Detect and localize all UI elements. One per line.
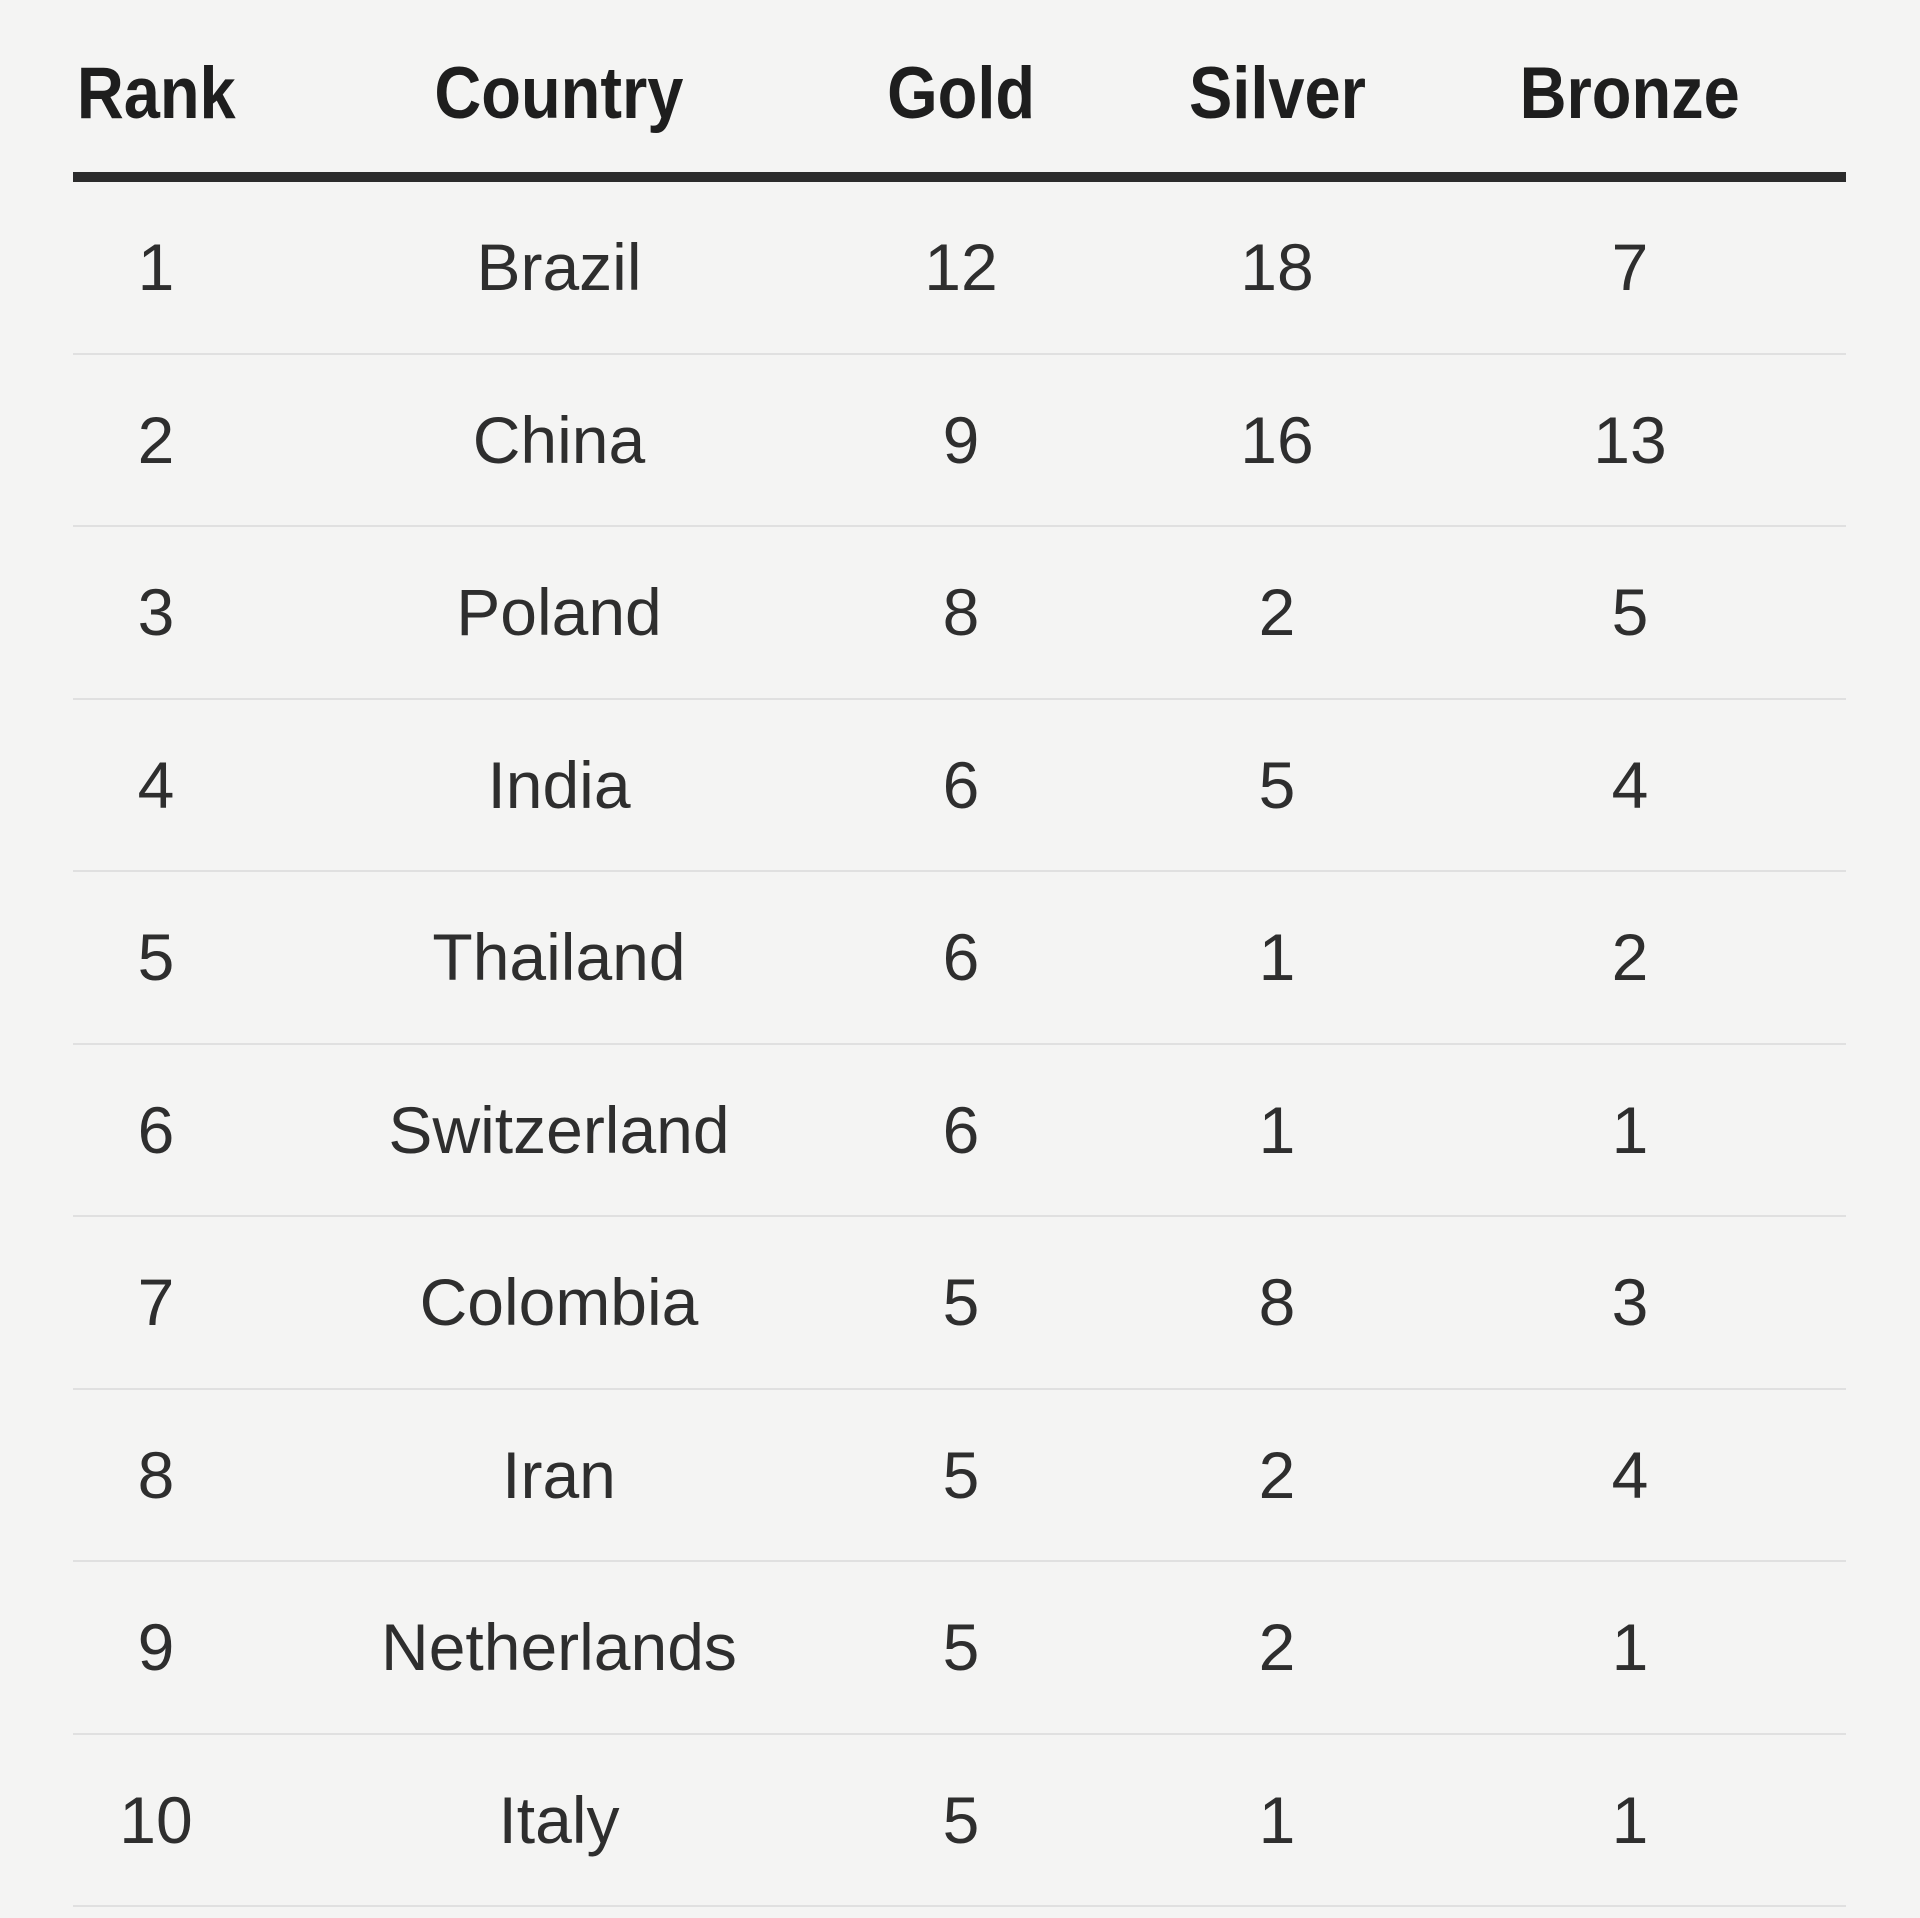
table-row: 4 India 6 5 4 [73, 700, 1846, 872]
cell-bronze: 1 [1611, 1092, 1649, 1167]
cell-rank: 9 [137, 1610, 175, 1685]
table-row: 7 Colombia 5 8 3 [73, 1217, 1846, 1390]
cell-bronze: 1 [1611, 1782, 1649, 1857]
column-header-label: Gold [887, 53, 1035, 134]
column-header-label: Silver [1188, 53, 1366, 134]
cell-silver: 1 [1258, 1782, 1296, 1857]
cell-bronze: 3 [1611, 1265, 1649, 1340]
cell-gold: 12 [924, 230, 998, 305]
cell-gold: 5 [942, 1782, 980, 1857]
table-row: 10 Italy 5 1 1 [73, 1735, 1846, 1907]
column-header-bronze: Bronze [1520, 0, 1740, 172]
cell-country: Iran [502, 1437, 616, 1512]
cell-gold: 5 [942, 1437, 980, 1512]
cell-rank: 6 [137, 1092, 175, 1167]
table-row: 9 Netherlands 5 2 1 [73, 1562, 1846, 1735]
cell-silver: 2 [1258, 575, 1296, 650]
cell-rank: 7 [137, 1265, 175, 1340]
table-header-row: Rank Country Gold Silver Bronze [73, 0, 1846, 172]
cell-silver: 2 [1258, 1610, 1296, 1685]
column-header-label: Rank [76, 53, 236, 134]
cell-country: Colombia [419, 1265, 699, 1340]
cell-bronze: 7 [1611, 230, 1649, 305]
table-row: 2 China 9 16 13 [73, 355, 1846, 527]
cell-rank: 4 [137, 747, 175, 822]
cell-silver: 8 [1258, 1265, 1296, 1340]
column-header-label: Country [434, 53, 684, 134]
cell-country: Thailand [432, 920, 686, 995]
table-row: 6 Switzerland 6 1 1 [73, 1045, 1846, 1217]
cell-bronze: 4 [1611, 1437, 1649, 1512]
cell-rank: 8 [137, 1437, 175, 1512]
cell-rank: 2 [137, 402, 175, 477]
column-header-country: Country [349, 0, 769, 172]
cell-gold: 9 [942, 402, 980, 477]
cell-bronze: 13 [1593, 402, 1667, 477]
column-header-label: Bronze [1519, 53, 1741, 134]
cell-gold: 6 [942, 747, 980, 822]
cell-country: Switzerland [388, 1092, 730, 1167]
cell-silver: 18 [1240, 230, 1314, 305]
cell-rank: 10 [119, 1782, 193, 1857]
cell-silver: 1 [1258, 1092, 1296, 1167]
table-row: 1 Brazil 12 18 7 [73, 182, 1846, 355]
cell-bronze: 5 [1611, 575, 1649, 650]
cell-gold: 6 [942, 1092, 980, 1167]
cell-silver: 2 [1258, 1437, 1296, 1512]
cell-gold: 5 [942, 1610, 980, 1685]
cell-gold: 5 [942, 1265, 980, 1340]
column-header-gold: Gold [871, 0, 1051, 172]
cell-rank: 1 [137, 230, 175, 305]
cell-silver: 5 [1258, 747, 1296, 822]
column-header-rank: Rank [73, 0, 239, 172]
cell-country: India [487, 747, 631, 822]
cell-country: China [472, 402, 646, 477]
table-row: 8 Iran 5 2 4 [73, 1390, 1846, 1562]
cell-country: Brazil [476, 230, 642, 305]
cell-rank: 5 [137, 920, 175, 995]
cell-silver: 16 [1240, 402, 1314, 477]
table-body: 1 Brazil 12 18 7 2 China 9 16 13 3 Poland 8 2 5 4 India 6… [0, 182, 1920, 1907]
cell-country: Italy [498, 1782, 620, 1857]
cell-country: Poland [456, 575, 662, 650]
cell-bronze: 4 [1611, 747, 1649, 822]
cell-rank: 3 [137, 575, 175, 650]
cell-country: Netherlands [381, 1610, 737, 1685]
table-row: 5 Thailand 6 1 2 [73, 872, 1846, 1045]
header-rule [73, 172, 1846, 182]
cell-gold: 6 [942, 920, 980, 995]
cell-bronze: 2 [1611, 920, 1649, 995]
cell-gold: 8 [942, 575, 980, 650]
cell-bronze: 1 [1611, 1610, 1649, 1685]
column-header-silver: Silver [1187, 0, 1367, 172]
table-row: 3 Poland 8 2 5 [73, 527, 1846, 700]
cell-silver: 1 [1258, 920, 1296, 995]
